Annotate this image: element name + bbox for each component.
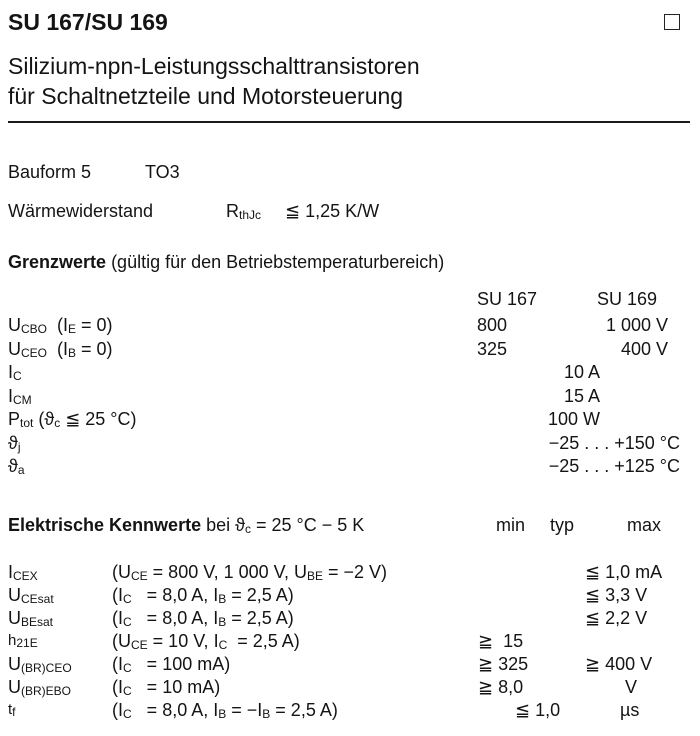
limit-value: 100 W: [547, 409, 600, 429]
value-max: µs: [585, 700, 640, 720]
value-min: ≧ 15: [478, 631, 524, 651]
param-condition: (UCE = 10 V, IC = 2,5 A): [112, 631, 300, 652]
limit-value: −25 . . . +150 °C: [548, 432, 680, 453]
value-min: ≧ 8,0: [478, 677, 524, 697]
param-symbol: U(BR)EBO: [8, 677, 72, 698]
value-typ: ≦ 1,0: [515, 700, 561, 720]
limit-value: 10 A: [563, 362, 600, 382]
value-max: V: [585, 677, 638, 697]
thermal-label: Wärmewiderstand: [8, 201, 154, 221]
divider: [8, 121, 690, 123]
param-condition: (IC = 8,0 A, IB = 2,5 A): [112, 608, 294, 629]
limit-value-su169: 400 V: [620, 338, 668, 359]
limit-param: ϑj: [8, 432, 21, 454]
limit-param: Ptot (ϑc ≦ 25 °C): [8, 409, 137, 430]
param-condition: (IC = 100 mA): [112, 654, 231, 675]
limit-param: UCEO (IB = 0): [8, 338, 113, 360]
limits-heading: Grenzwerte (gültig für den Betriebstempe…: [8, 252, 445, 272]
page-title: SU 167/SU 169: [8, 9, 168, 35]
col-su169: SU 169: [597, 289, 658, 309]
checkbox[interactable]: [664, 14, 680, 30]
value-max: ≧ 400 V: [585, 654, 653, 674]
thermal-value: ≦ 1,25 K/W: [285, 201, 380, 221]
limit-value: −25 . . . +125 °C: [548, 456, 680, 476]
limit-value-su169: 1 000 V: [605, 315, 668, 335]
value-max: ≦ 2,2 V: [585, 608, 648, 628]
limit-param: ϑa: [8, 456, 25, 477]
col-min: min: [496, 515, 526, 535]
package-label: Bauform 5: [8, 162, 92, 182]
col-max: max: [627, 515, 662, 535]
param-condition: (IC = 10 mA): [112, 677, 221, 698]
subtitle-line-1: Silizium-npn-Leistungsschalttransistoren: [8, 53, 420, 79]
param-condition: (UCE = 800 V, 1 000 V, UBE = −2 V): [112, 562, 388, 583]
limit-value: 15 A: [563, 385, 600, 406]
value-max: ≦ 3,3 V: [585, 585, 648, 605]
limit-param: ICM: [8, 385, 32, 407]
limit-value-su167: 800: [477, 315, 508, 335]
limit-param: UCBO (IE = 0): [8, 315, 113, 336]
param-symbol: h21E: [8, 632, 38, 650]
package-value: TO3: [145, 162, 180, 182]
param-symbol: UCEsat: [8, 585, 54, 606]
limit-param: IC: [8, 362, 22, 383]
value-min: ≧ 325: [478, 654, 529, 674]
limit-value-su167: 325: [477, 338, 508, 359]
col-typ: typ: [550, 515, 575, 535]
param-symbol: tf: [8, 701, 16, 719]
subtitle-line-2: für Schaltnetzteile und Motorsteuerung: [8, 83, 404, 109]
param-symbol: ICEX: [8, 562, 38, 583]
electrical-heading: Elektrische Kennwerte bei ϑc = 25 °C − 5…: [8, 515, 365, 536]
col-su167: SU 167: [477, 289, 538, 309]
value-max: ≦ 1,0 mA: [585, 562, 663, 582]
thermal-symbol: RthJc: [226, 201, 262, 222]
param-symbol: UBEsat: [8, 608, 54, 629]
param-symbol: U(BR)CEO: [8, 654, 72, 675]
param-condition: (IC = 8,0 A, IB = −IB = 2,5 A): [112, 700, 338, 721]
param-condition: (IC = 8,0 A, IB = 2,5 A): [112, 585, 294, 606]
